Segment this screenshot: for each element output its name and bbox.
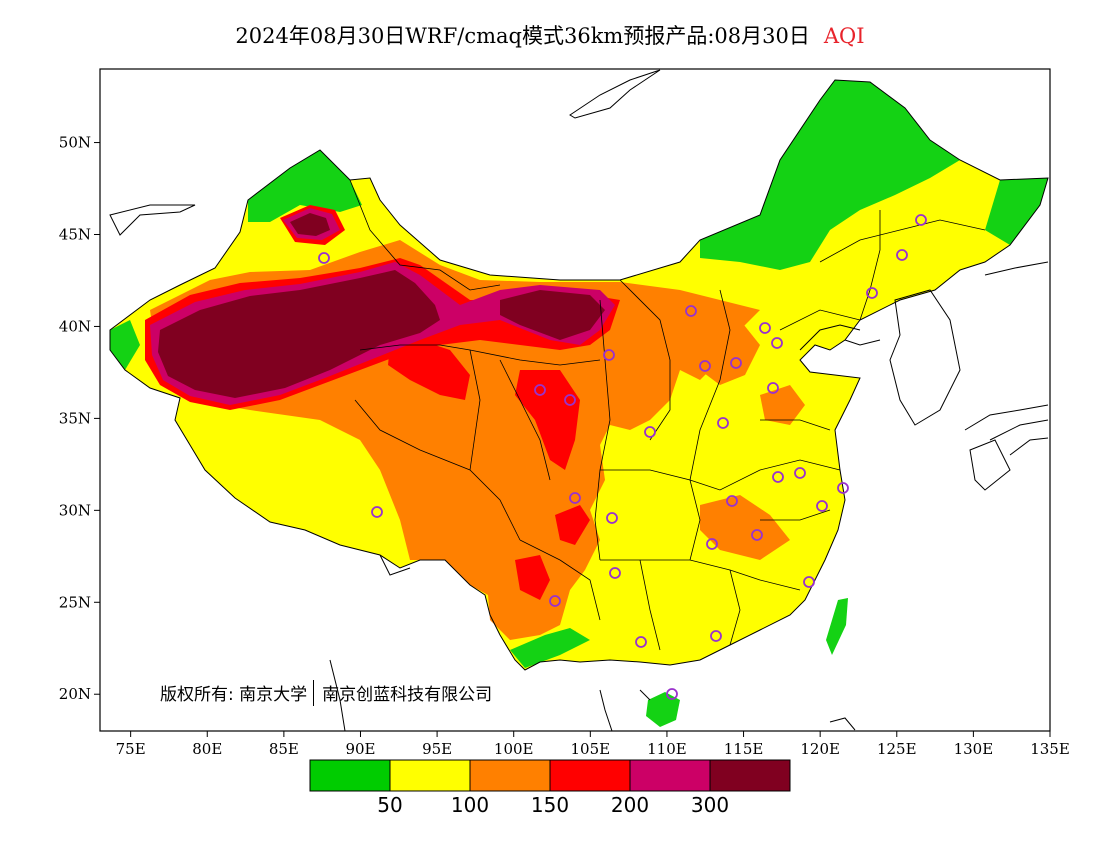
title-main: 2024年08月30日WRF/cmaq模式36km预报产品:08月30日 [235,24,810,48]
station-markers [318,214,927,700]
lon-tick-label: 120E [800,740,840,758]
region-red-yunnan [515,555,550,600]
lat-tick-label: 50N [59,134,91,152]
region-red-sichuan [555,505,590,545]
lon-tick-label: 95E [422,740,452,758]
lon-tick-label: 90E [345,740,375,758]
lon-tick-label: 105E [571,740,611,758]
lon-tick-label: 85E [269,740,299,758]
legend-swatch [389,759,471,792]
map-field [109,69,1049,731]
legend-label: 100 [451,793,489,817]
lon-tick-label: 125E [877,740,917,758]
legend-label: 300 [691,793,729,817]
legend-label: 50 [377,793,402,817]
title-variable: AQI [823,24,865,48]
legend-label: 200 [611,793,649,817]
region-red-qaidam [388,340,470,400]
lat-tick-label: 35N [59,409,91,427]
lon-tick-label: 110E [647,740,687,758]
color-legend: 50 100 150 200 300 [309,759,791,817]
region-green-west-tip [110,320,140,370]
lat-tick-label: 30N [59,501,91,519]
region-orange-north-china [700,310,760,385]
lon-tick-label: 75E [116,740,146,758]
lon-tick-label: 100E [494,740,534,758]
copyright-notice: 版权所有: 南京大学 南京创蓝科技有限公司 [160,680,492,706]
lat-tick-label: 40N [59,317,91,335]
region-orange-east [760,385,805,425]
legend-swatch [469,759,551,792]
legend-swatch [549,759,631,792]
region-maroon-tarim [158,270,440,398]
lon-tick-label: 80E [192,740,222,758]
legend-label: 150 [531,793,569,817]
lat-axis: 50N 45N 40N 35N 30N 25N 20N [59,134,100,703]
lon-axis: 75E 80E 85E 90E 95E 100E 105E 110E 115E 120E 125E 1… [116,731,1070,758]
map-frame [99,68,1051,732]
region-green-hainan [646,692,680,727]
neighbor-coastlines [109,69,1049,731]
region-green-northwest [248,150,362,222]
china-outline [109,79,1049,671]
copyright-separator [313,680,315,706]
region-green-taiwan [826,598,848,655]
region-orange-hubei [700,495,790,560]
lat-tick-label: 45N [59,226,91,244]
lon-tick-label: 135E [1030,740,1070,758]
lat-tick-label: 25N [59,593,91,611]
province-boundaries [349,179,986,651]
copyright-prefix: 版权所有: 南京大学 [160,685,308,705]
lon-tick-label: 115E [724,740,764,758]
region-green-far-northeast [985,178,1048,245]
legend-swatch [629,759,711,792]
legend-swatch [309,759,391,792]
map-title: 2024年08月30日WRF/cmaq模式36km预报产品:08月30日 AQI [0,20,1100,50]
region-maroon-northwest [290,213,330,236]
region-red-gansu [515,370,580,470]
region-green-southwest [510,628,590,668]
legend-swatch [709,759,791,792]
lat-tick-label: 20N [59,685,91,703]
lon-tick-label: 130E [954,740,994,758]
region-maroon-badain [500,290,605,340]
copyright-company: 南京创蓝科技有限公司 [322,685,493,705]
region-green-northeast [700,80,960,270]
